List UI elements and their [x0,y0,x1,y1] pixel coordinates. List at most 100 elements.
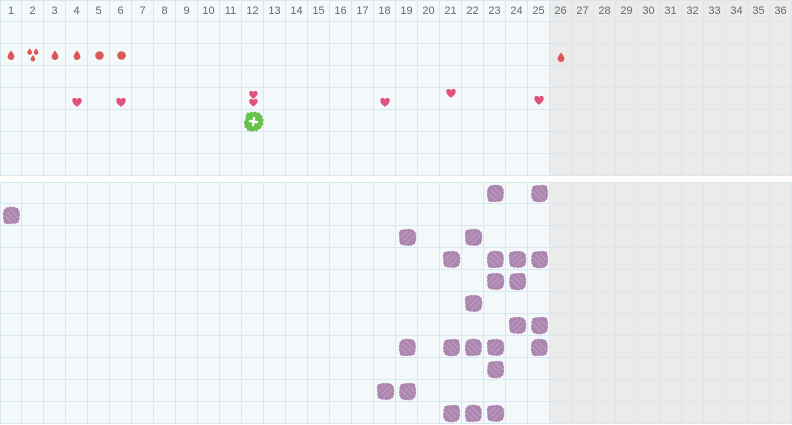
day-cell[interactable] [374,226,396,248]
day-cell[interactable] [616,270,638,292]
day-cell[interactable] [330,248,352,270]
dot-icon[interactable] [116,50,126,60]
day-cell[interactable] [484,380,506,402]
day-cell[interactable] [154,22,176,44]
day-cell[interactable] [0,314,22,336]
day-cell[interactable] [110,154,132,176]
day-cell[interactable] [462,66,484,88]
day-cell[interactable] [550,402,572,424]
day-cell[interactable] [418,402,440,424]
day-cell[interactable] [352,182,374,204]
day-cell[interactable] [264,66,286,88]
day-cell[interactable] [726,182,748,204]
day-cell[interactable] [572,402,594,424]
day-cell[interactable] [440,22,462,44]
day-cell[interactable] [770,88,792,110]
day-cell[interactable] [770,110,792,132]
day-cell[interactable] [330,154,352,176]
day-cell[interactable] [704,132,726,154]
day-cell[interactable] [286,380,308,402]
day-cell[interactable] [726,270,748,292]
day-cell[interactable] [748,204,770,226]
day-cell[interactable] [396,88,418,110]
day-cell[interactable] [198,204,220,226]
day-cell[interactable] [396,248,418,270]
day-cell[interactable] [660,88,682,110]
day-cell[interactable] [330,22,352,44]
day-cell[interactable] [550,336,572,358]
day-cell[interactable] [396,314,418,336]
day-cell[interactable] [264,22,286,44]
day-cell[interactable] [594,182,616,204]
day-cell[interactable] [308,336,330,358]
day-cell[interactable] [396,204,418,226]
day-cell[interactable] [0,66,22,88]
day-cell[interactable] [770,336,792,358]
symptom-scribble-icon[interactable] [463,293,484,314]
day-cell[interactable] [264,270,286,292]
day-cell[interactable] [748,66,770,88]
day-cell[interactable] [0,270,22,292]
day-cell[interactable] [594,292,616,314]
day-cell[interactable] [682,314,704,336]
day-cell[interactable] [506,154,528,176]
day-cell[interactable] [286,270,308,292]
day-cell[interactable] [198,44,220,66]
day-cell[interactable] [176,358,198,380]
day-cell[interactable] [176,292,198,314]
day-cell[interactable] [638,110,660,132]
day-cell[interactable] [110,226,132,248]
day-cell[interactable] [44,132,66,154]
day-cell[interactable] [418,154,440,176]
day-cell[interactable] [418,132,440,154]
day-cell[interactable] [682,380,704,402]
day-cell[interactable] [726,66,748,88]
day-cell[interactable] [704,66,726,88]
day-cell[interactable] [242,44,264,66]
day-cell[interactable] [88,22,110,44]
day-cell[interactable] [770,132,792,154]
day-cell[interactable] [704,248,726,270]
day-cell[interactable] [352,402,374,424]
day-cell[interactable] [726,358,748,380]
day-cell[interactable] [308,88,330,110]
day-cell[interactable] [462,22,484,44]
day-cell[interactable] [374,402,396,424]
day-cell[interactable] [132,248,154,270]
symptom-scribble-icon[interactable] [397,337,418,358]
day-cell[interactable] [462,314,484,336]
day-cell[interactable] [770,204,792,226]
dot-icon[interactable] [94,50,104,60]
day-cell[interactable] [770,314,792,336]
day-cell[interactable] [176,270,198,292]
day-cell[interactable] [484,66,506,88]
day-cell[interactable] [550,292,572,314]
day-cell[interactable] [660,358,682,380]
day-cell[interactable] [396,154,418,176]
day-cell[interactable] [264,110,286,132]
day-cell[interactable] [704,270,726,292]
day-cell[interactable] [550,248,572,270]
day-cell[interactable] [22,358,44,380]
day-cell[interactable] [682,402,704,424]
day-cell[interactable] [594,314,616,336]
day-cell[interactable] [418,22,440,44]
symptom-scribble-icon[interactable] [529,183,550,204]
day-cell[interactable] [220,110,242,132]
day-cell[interactable] [440,154,462,176]
day-cell[interactable] [374,248,396,270]
day-cell[interactable] [242,270,264,292]
day-cell[interactable] [286,204,308,226]
day-cell[interactable] [88,380,110,402]
day-cell[interactable] [550,22,572,44]
day-cell[interactable] [44,22,66,44]
day-cell[interactable] [198,110,220,132]
day-cell[interactable] [330,204,352,226]
day-cell[interactable] [0,88,22,110]
day-cell[interactable] [594,226,616,248]
day-cell[interactable] [242,248,264,270]
day-cell[interactable] [726,226,748,248]
day-cell[interactable] [616,226,638,248]
day-cell[interactable] [242,182,264,204]
day-cell[interactable] [550,358,572,380]
